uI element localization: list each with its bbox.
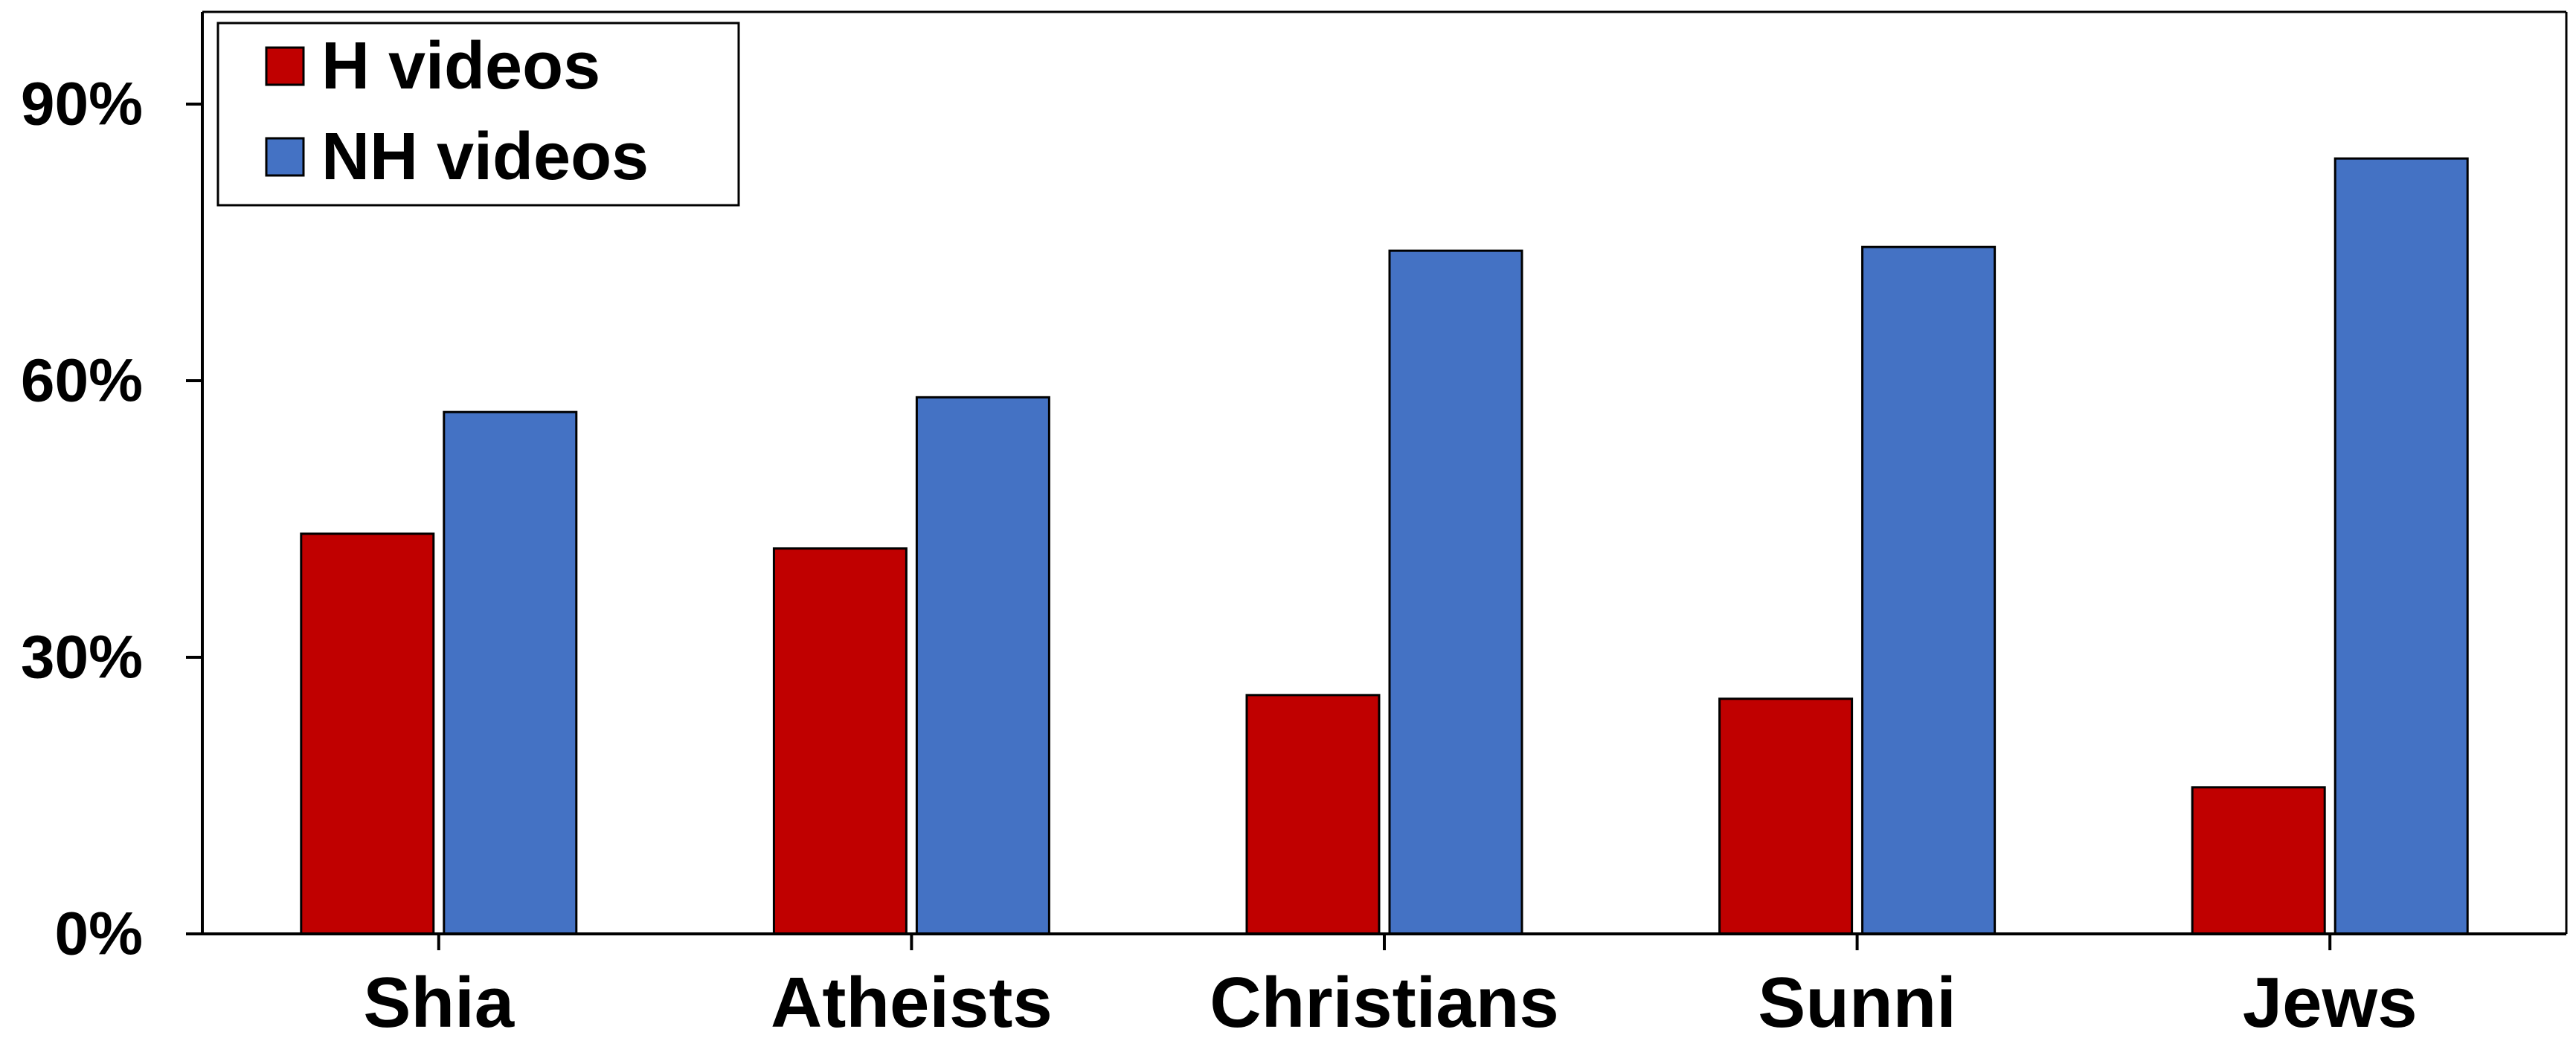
x-tick-label-atheists: Atheists: [771, 963, 1053, 1042]
bar-nh-videos-jews: [2334, 157, 2469, 935]
axes-layer: 0% 30% 60% 90% Shia Atheists Christians Sunni Je…: [21, 10, 2568, 1042]
x-tick-label-jews: Jews: [2243, 963, 2418, 1042]
legend-label-nh-videos: NH videos: [321, 120, 649, 194]
bar-nh-videos-sunni: [1861, 245, 1997, 935]
x-tick-label-sunni: Sunni: [1758, 963, 1956, 1042]
bar-h-videos-christians: [1245, 694, 1381, 935]
y-tick-label: 0%: [54, 900, 143, 968]
legend: H videos NH videos: [216, 22, 740, 207]
y-tick-label: 60%: [21, 347, 143, 415]
x-tick-label-shia: Shia: [363, 963, 514, 1042]
bar-h-videos-atheists: [772, 547, 908, 935]
y-tick-label: 30%: [21, 624, 143, 691]
bar-nh-videos-shia: [443, 410, 578, 935]
legend-box: [216, 22, 740, 207]
bars-layer: [300, 157, 2469, 935]
bar-h-videos-sunni: [1718, 697, 1854, 935]
legend-label-h-videos: H videos: [321, 29, 600, 103]
legend-swatch-h-videos: [265, 46, 305, 86]
legend-swatch-nh-videos: [265, 137, 305, 177]
bar-nh-videos-atheists: [915, 396, 1050, 935]
bar-h-videos-jews: [2191, 786, 2326, 935]
x-tick-label-christians: Christians: [1210, 963, 1558, 1042]
y-tick-label: 90%: [21, 71, 143, 138]
bar-h-videos-shia: [300, 532, 435, 935]
bar-nh-videos-christians: [1388, 249, 1523, 935]
